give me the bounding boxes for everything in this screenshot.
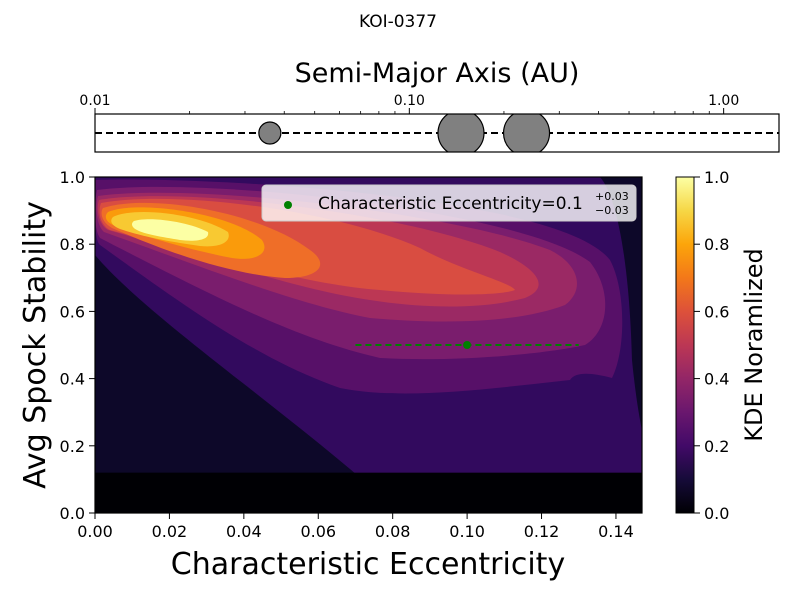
figure-title: KOI-0377 [359, 12, 437, 32]
legend-marker [284, 201, 292, 209]
colorbar-tick-label: 0.6 [704, 302, 729, 321]
x-tick-label: 0.00 [77, 522, 113, 541]
x-axis-label: Characteristic Eccentricity [171, 547, 565, 582]
x-tick-label: 0.12 [524, 522, 560, 541]
planet-marker [258, 121, 282, 145]
x-tick-label: 0.14 [598, 522, 634, 541]
planet-markers [258, 114, 551, 152]
legend-box [261, 184, 637, 222]
estimate-point [463, 341, 472, 349]
top-axis-ticks: 0.01 0.10 1.00 [79, 93, 739, 114]
colorbar-tick-label: 0.8 [704, 235, 729, 254]
top-tick-label: 1.00 [708, 93, 739, 109]
colorbar-gradient [675, 176, 695, 514]
legend: Characteristic Eccentricity=0.1 +0.03 −0… [261, 184, 637, 222]
semi-major-axis-panel: Semi-Major Axis (AU) 0.01 0.10 1.00 [79, 58, 780, 153]
top-panel-title: Semi-Major Axis (AU) [295, 58, 580, 89]
kde-contours [95, 177, 642, 513]
colorbar-ticks: 0.0 0.2 0.4 0.6 0.8 1.0 [694, 168, 729, 523]
x-tick-label: 0.10 [449, 522, 485, 541]
y-tick-label: 0.0 [60, 504, 85, 523]
colorbar: 0.0 0.2 0.4 0.6 0.8 1.0 KDE Noramlized [675, 168, 768, 523]
colorbar-tick-label: 0.2 [704, 437, 729, 456]
planet-marker [502, 114, 551, 152]
legend-label-prefix: Characteristic Eccentricity=0.1 [318, 194, 583, 214]
y-tick-label: 0.4 [60, 370, 85, 389]
kde-floor-band [95, 472, 642, 513]
y-tick-label: 0.2 [60, 437, 85, 456]
legend-sub: −0.03 [595, 204, 629, 217]
top-panel-frame [94, 113, 780, 153]
colorbar-tick-label: 0.4 [704, 370, 729, 389]
x-tick-label: 0.08 [375, 522, 411, 541]
eccentricity-estimate [355, 341, 579, 349]
top-tick-label: 0.01 [79, 93, 110, 109]
x-tick-label: 0.02 [152, 522, 188, 541]
legend-label: Characteristic Eccentricity=0.1 [318, 194, 583, 214]
colorbar-label: KDE Noramlized [740, 248, 768, 442]
y-tick-label: 0.8 [60, 235, 85, 254]
colorbar-tick-label: 0.0 [704, 504, 729, 523]
y-tick-label: 0.6 [60, 302, 85, 321]
legend-sup: +0.03 [595, 190, 629, 203]
x-axis-ticks: 0.00 0.02 0.04 0.06 0.08 0.10 0.12 0.14 [77, 513, 634, 541]
top-tick-label: 0.10 [394, 93, 425, 109]
kde-contour-level-10 [132, 219, 209, 241]
y-tick-label: 1.0 [60, 168, 85, 187]
y-axis-ticks: 0.0 0.2 0.4 0.6 0.8 1.0 [60, 168, 95, 523]
kde-panel: 0.00 0.02 0.04 0.06 0.08 0.10 0.12 0.14 0.00.20… [18, 168, 643, 582]
x-tick-label: 0.06 [300, 522, 336, 541]
colorbar-tick-label: 1.0 [704, 168, 729, 187]
main-plot-frame [94, 176, 643, 514]
y-axis-label: Avg Spock Stability [18, 201, 53, 489]
x-tick-label: 0.04 [226, 522, 262, 541]
planet-marker [437, 114, 485, 152]
